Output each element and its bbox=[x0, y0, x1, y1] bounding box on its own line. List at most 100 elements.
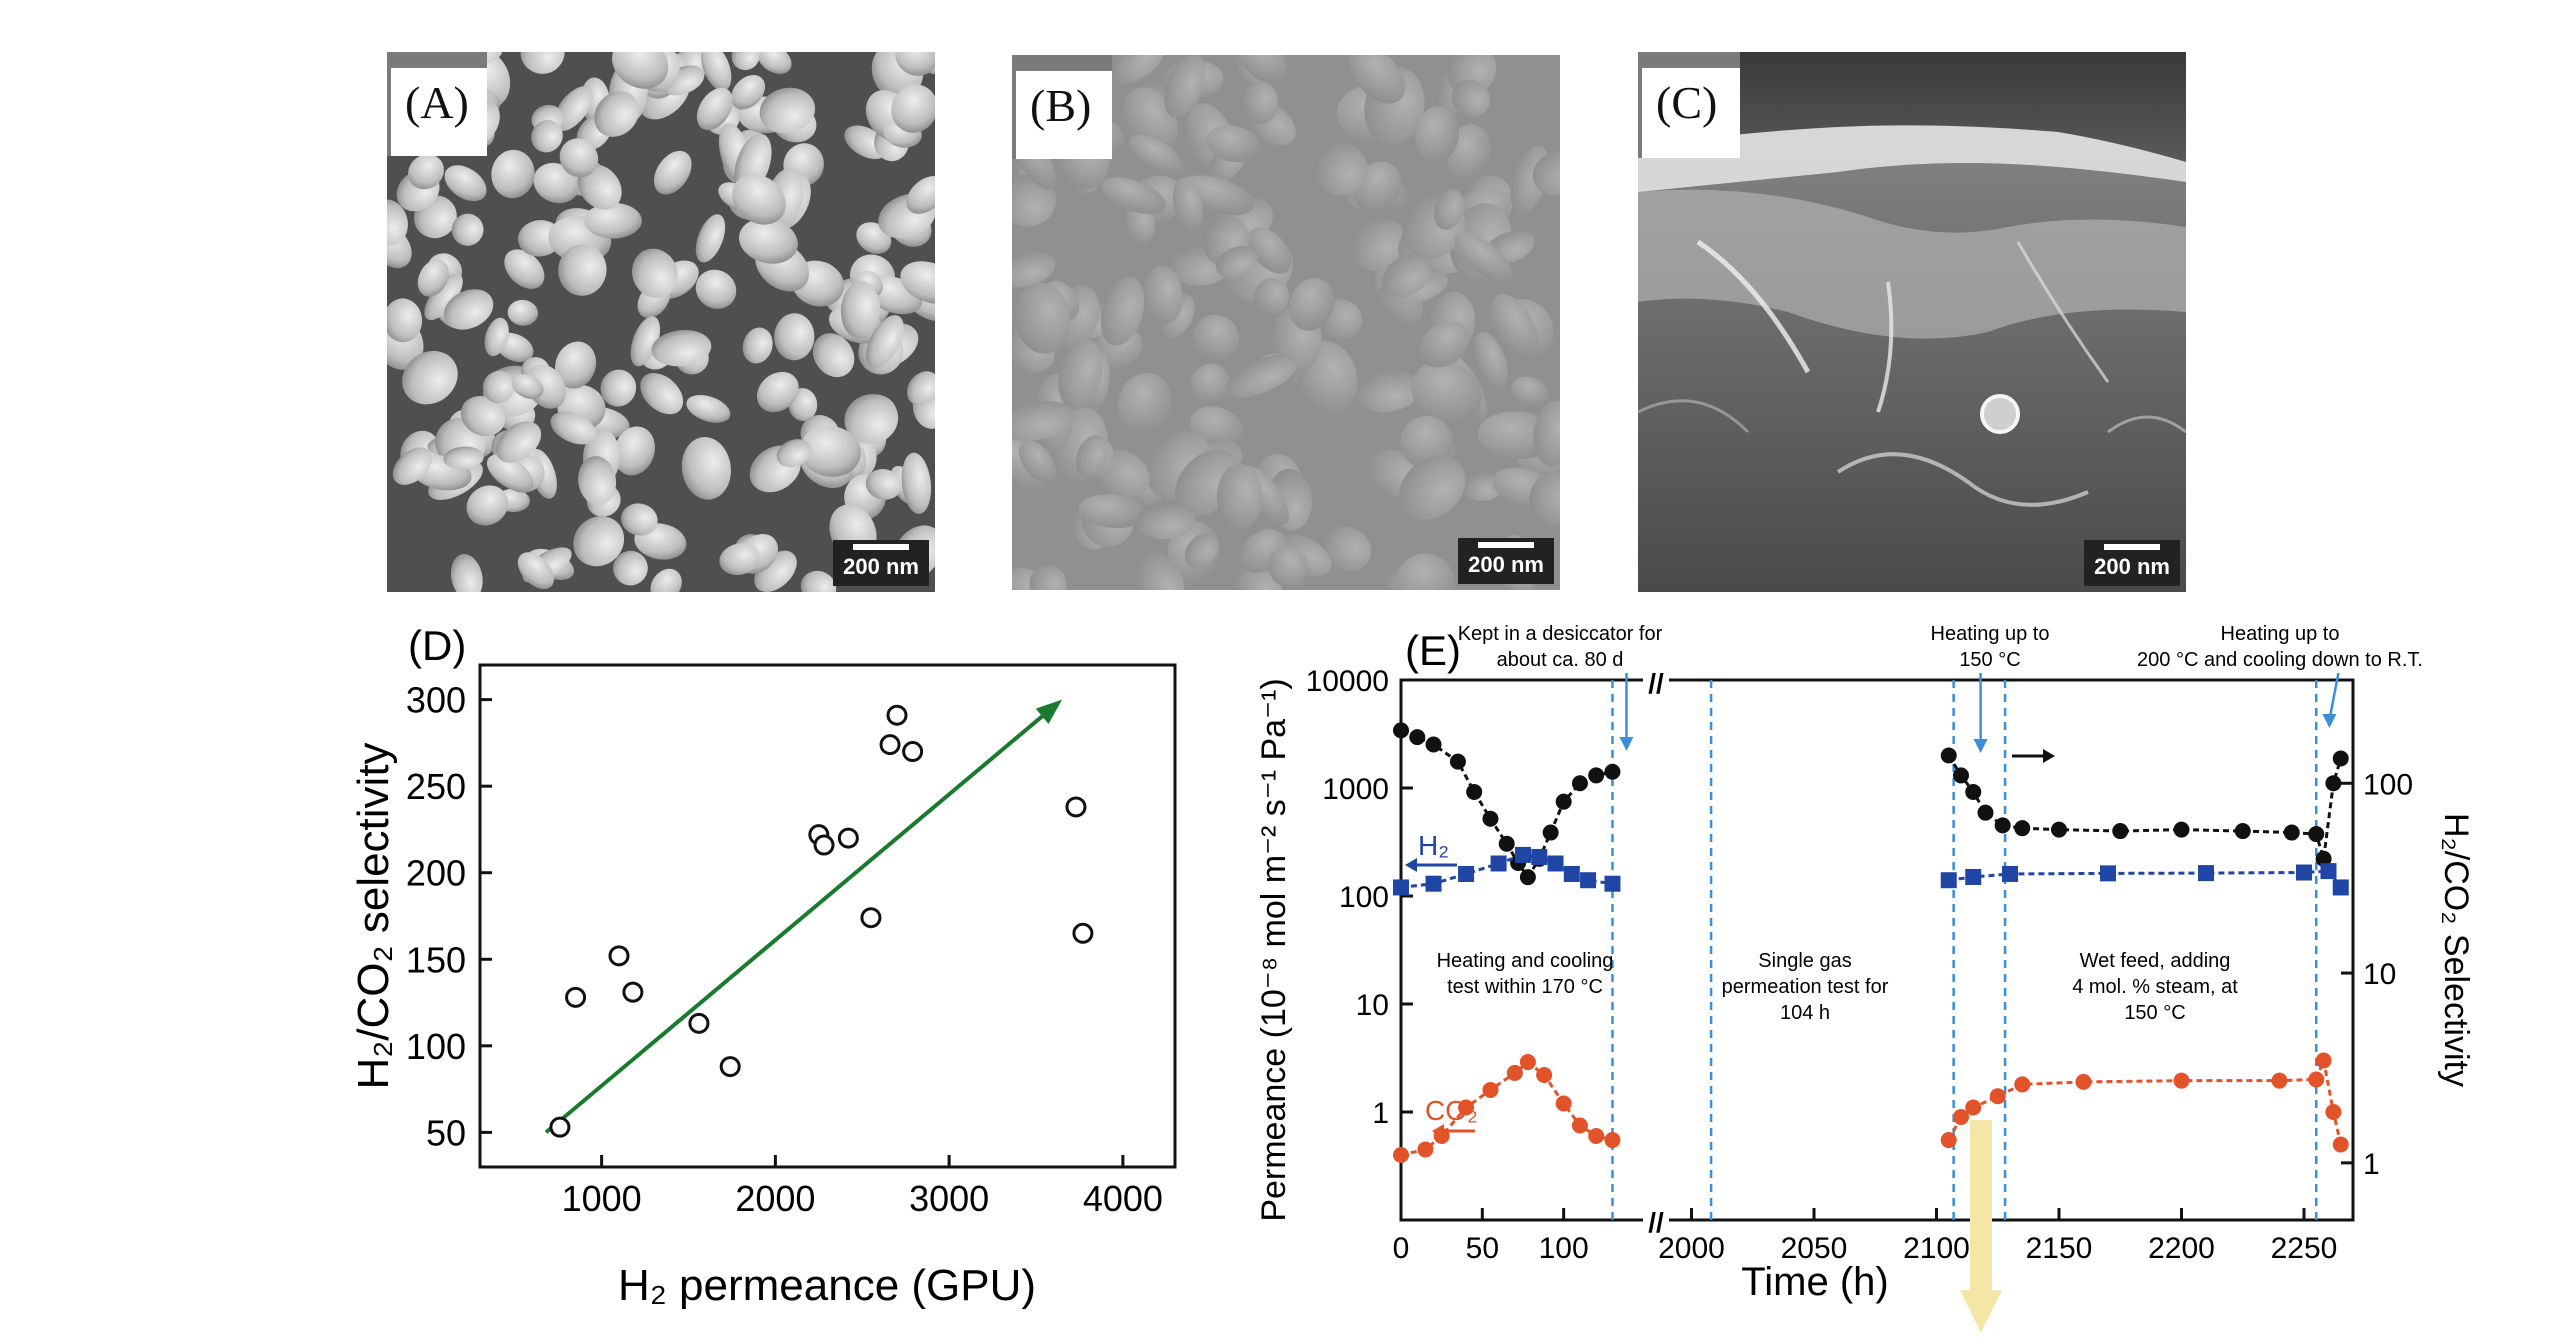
grain bbox=[1382, 254, 1432, 298]
grain bbox=[695, 214, 726, 263]
series-point-1 bbox=[2002, 865, 2018, 882]
grain bbox=[742, 327, 773, 364]
annotation-test-2: permeation test for bbox=[1722, 976, 1889, 998]
series-point-2 bbox=[2271, 1072, 2288, 1089]
grain bbox=[578, 456, 617, 506]
grain bbox=[486, 454, 534, 493]
series-point-0 bbox=[1953, 767, 1969, 784]
grain bbox=[799, 425, 861, 477]
x-tick-label-d: 3000 bbox=[909, 1178, 989, 1219]
highlight-arrowhead bbox=[1960, 1290, 2002, 1333]
grain bbox=[1242, 81, 1279, 125]
series-point-0 bbox=[1994, 817, 2011, 834]
grain bbox=[1419, 321, 1470, 368]
series-point-0 bbox=[1409, 729, 1426, 746]
series-point-0 bbox=[2308, 826, 2325, 843]
grain bbox=[1268, 546, 1309, 588]
x-tick-label-d: 4000 bbox=[1083, 1178, 1163, 1219]
grain bbox=[594, 91, 640, 137]
grain bbox=[495, 421, 542, 463]
grain bbox=[756, 371, 799, 413]
grain bbox=[559, 138, 599, 178]
grain bbox=[392, 447, 433, 485]
grain bbox=[424, 273, 463, 321]
scatter-point-d bbox=[1072, 922, 1094, 944]
y-tick-label-e: 1000 bbox=[1322, 773, 1389, 806]
scatter-point-d bbox=[813, 834, 835, 856]
sem-image-c: (C) 200 nm bbox=[1638, 52, 2186, 592]
series-point-2 bbox=[1604, 1132, 1621, 1149]
panel-label-c: (C) bbox=[1656, 77, 1718, 128]
series-point-0 bbox=[1498, 835, 1515, 852]
grain bbox=[443, 289, 494, 330]
scatter-point-d bbox=[902, 741, 924, 763]
x-tick-label-e: 2250 bbox=[2271, 1232, 2338, 1265]
trend-arrowhead-d bbox=[1035, 699, 1063, 724]
panel-label-b: (B) bbox=[1030, 80, 1092, 131]
annotation-desiccator: Kept in a desiccator for bbox=[1458, 623, 1663, 645]
series-point-2 bbox=[1482, 1081, 1499, 1098]
x-axis-label-e: Time (h) bbox=[1741, 1260, 1888, 1304]
series-point-2 bbox=[1953, 1108, 1969, 1125]
y-tick-label-d: 50 bbox=[426, 1112, 466, 1153]
series-point-2 bbox=[2332, 1136, 2349, 1153]
grain bbox=[491, 149, 535, 199]
scale-bar-a: 200 nm bbox=[833, 540, 929, 586]
grain bbox=[731, 52, 760, 71]
grain bbox=[1254, 278, 1290, 315]
grain bbox=[507, 299, 539, 326]
y-axis-label-left-e: Permeance (10⁻⁸ mol m⁻² s⁻¹ Pa⁻¹) bbox=[1255, 678, 1293, 1221]
series-point-1 bbox=[1490, 855, 1507, 872]
selectivity-arrowhead bbox=[2043, 749, 2055, 763]
y-tick-label-e: 10 bbox=[1356, 989, 1389, 1022]
scale-text-c: 200 nm bbox=[2094, 554, 2170, 579]
scatter-point-d bbox=[622, 981, 644, 1003]
legend-h2-arrowhead bbox=[1405, 858, 1417, 872]
grain bbox=[1136, 503, 1196, 540]
y-axis-label-right-e: H₂/CO₂ Selectivity bbox=[2437, 813, 2475, 1087]
y-tick-label-d: 300 bbox=[406, 680, 466, 721]
grain bbox=[402, 350, 458, 405]
grain bbox=[631, 248, 678, 299]
grain bbox=[1399, 455, 1466, 520]
series-point-0 bbox=[2234, 823, 2251, 840]
grain bbox=[651, 329, 712, 367]
grain bbox=[1453, 232, 1514, 283]
grain bbox=[800, 570, 837, 592]
grain bbox=[695, 269, 737, 309]
grain bbox=[520, 52, 565, 74]
grain bbox=[1029, 565, 1067, 590]
scatter-point-d bbox=[688, 1012, 710, 1034]
scale-bar-c: 200 nm bbox=[2084, 540, 2180, 586]
series-point-1 bbox=[1940, 872, 1957, 889]
grain bbox=[901, 452, 932, 514]
grain bbox=[555, 341, 597, 389]
annotation-heating-150: Heating up to bbox=[1931, 623, 2050, 645]
grain bbox=[1206, 125, 1261, 163]
series-line-0 bbox=[1947, 754, 2343, 860]
x-tick-label-d: 1000 bbox=[562, 1178, 642, 1219]
grain bbox=[613, 550, 648, 586]
grain bbox=[1058, 339, 1103, 410]
annotation-test-2: 104 h bbox=[1780, 1002, 1830, 1024]
grain bbox=[460, 395, 506, 436]
series-point-0 bbox=[1571, 775, 1588, 792]
annotation-test-3: 4 mol. % steam, at bbox=[2072, 976, 2238, 998]
grain bbox=[1248, 227, 1292, 274]
legend-co2-arrowhead bbox=[1432, 1124, 1444, 1138]
series-point-0 bbox=[2325, 775, 2342, 792]
grain bbox=[1355, 370, 1422, 412]
series-point-2 bbox=[2173, 1072, 2190, 1089]
y-tick-label-d: 150 bbox=[406, 939, 466, 980]
x-tick-label-e: 2000 bbox=[1658, 1232, 1725, 1265]
annotation-desiccator: about ca. 80 d bbox=[1497, 649, 1624, 671]
series-point-2 bbox=[1519, 1054, 1536, 1071]
scatter-point-d bbox=[719, 1056, 741, 1078]
grain bbox=[511, 374, 544, 399]
y-tick-label-d: 200 bbox=[406, 853, 466, 894]
series-point-1 bbox=[1531, 848, 1548, 865]
grain bbox=[1172, 177, 1203, 232]
annotation-test-1: Heating and cooling bbox=[1437, 950, 1614, 972]
grain bbox=[504, 249, 545, 289]
scale-text-a: 200 nm bbox=[843, 554, 919, 579]
